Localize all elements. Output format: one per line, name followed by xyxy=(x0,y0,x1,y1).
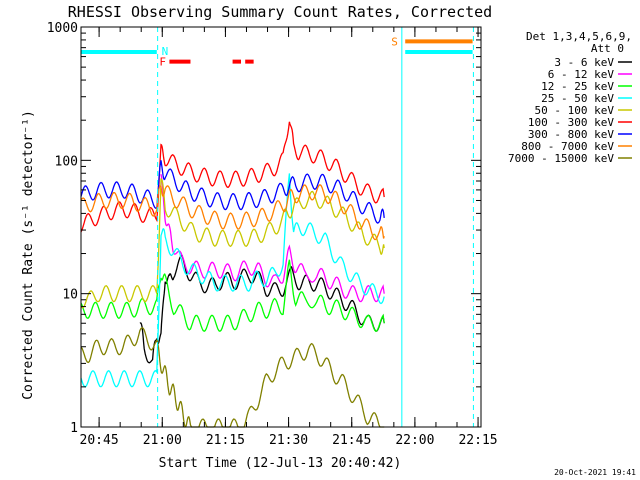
legend-header-line-2: Att 0 xyxy=(591,42,624,55)
x-tick-label-6: 22:00 xyxy=(395,433,434,448)
series-line-5 xyxy=(80,178,385,309)
axes-layer: 1 10 100 1000 20:45 21:00 21:15 21:30 21:45 22:00… xyxy=(47,21,498,448)
legend-label-7: 300 - 800 keV xyxy=(528,128,614,141)
x-tick-label-2: 21:00 xyxy=(143,433,182,448)
flags-layer: NF S xyxy=(81,27,474,427)
y-axis-label-group: Corrected Count Rate (s⁻¹ detector⁻¹) xyxy=(21,110,36,400)
x-tick-label-7: 22:15 xyxy=(458,433,497,448)
legend-label-2: 6 - 12 keV xyxy=(548,68,615,81)
y-tick-label-4: 1000 xyxy=(47,21,78,36)
legend-label-1: 3 - 6 keV xyxy=(554,56,614,69)
y-tick-label-3: 100 xyxy=(55,154,78,169)
flag-label-s: S xyxy=(391,35,398,48)
series-line-9 xyxy=(80,326,385,428)
x-tick-label-1: 20:45 xyxy=(80,433,119,448)
x-tick-label-5: 21:45 xyxy=(332,433,371,448)
series-layer xyxy=(80,121,385,428)
y-tick-label-1: 1 xyxy=(70,421,78,436)
legend-label-8: 800 - 7000 keV xyxy=(521,140,614,153)
series-line-4 xyxy=(80,173,385,388)
legend-label-5: 50 - 100 keV xyxy=(535,104,615,117)
x-axis-label: Start Time (12-Jul-13 20:40:42) xyxy=(159,456,402,471)
y-tick-label-2: 10 xyxy=(62,288,78,303)
plot-frame xyxy=(80,26,482,428)
flag-label-n: N xyxy=(162,45,169,58)
series-line-2 xyxy=(160,174,385,303)
flag-label-f: F xyxy=(159,56,166,69)
y-axis-label: Corrected Count Rate (s⁻¹ detector⁻¹) xyxy=(21,110,36,400)
legend-label-9: 7000 - 15000 keV xyxy=(508,152,614,165)
footer-date: 20-Oct-2021 19:41 xyxy=(554,468,636,477)
chart-title: RHESSI Observing Summary Count Rates, Co… xyxy=(68,3,492,21)
legend-label-4: 25 - 50 keV xyxy=(541,92,614,105)
series-line-3 xyxy=(80,259,385,332)
legend-label-6: 100 - 300 keV xyxy=(528,116,614,129)
legend-header-line-1: Det 1,3,4,5,6,9, xyxy=(526,30,632,43)
series-line-8 xyxy=(80,184,385,241)
legend-label-3: 12 - 25 keV xyxy=(541,80,614,93)
series-line-7 xyxy=(80,160,385,224)
x-tick-label-4: 21:30 xyxy=(269,433,308,448)
x-tick-label-3: 21:15 xyxy=(206,433,245,448)
